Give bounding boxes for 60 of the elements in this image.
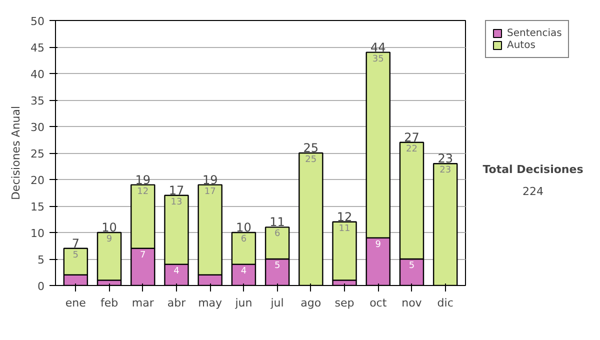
x-tick-label: nov (402, 296, 422, 310)
data-label: 7 (140, 250, 146, 260)
data-label: 25 (305, 155, 317, 165)
total-label: 19 (135, 172, 151, 187)
bar (96, 232, 122, 281)
data-label: 6 (240, 234, 247, 244)
total-label: 44 (370, 40, 386, 54)
data-label: 5 (408, 261, 415, 271)
total-label: 11 (270, 215, 285, 230)
bar (332, 221, 357, 281)
x-tick-label: may (198, 296, 223, 310)
data-label: 9 (375, 240, 382, 250)
data-label: 4 (174, 266, 180, 276)
y-tick-label: 45 (30, 42, 45, 54)
text: 224 (522, 185, 544, 198)
y-tick-label: 30 (30, 121, 45, 134)
data-label: 35 (372, 54, 384, 64)
y-tick-label: 40 (30, 68, 45, 81)
data-label: 5 (274, 261, 280, 271)
x-tick-label: mar (132, 296, 154, 310)
data-label: 12 (137, 186, 149, 197)
text: Total Decisiones (482, 163, 584, 176)
data-label: 4 (240, 266, 247, 276)
data-label: 9 (106, 234, 112, 244)
legend-label: Autos (507, 39, 536, 51)
x-tick-label: ago (300, 296, 322, 310)
x-tick-label: dic (437, 296, 454, 310)
total-label: 23 (438, 152, 453, 166)
total-label: 10 (236, 220, 252, 234)
data-label: 13 (170, 197, 182, 208)
y-tick-label: 0 (38, 280, 44, 293)
x-tick-label: feb (100, 296, 118, 310)
y-tick-label: 15 (30, 200, 45, 214)
total-label: 19 (202, 172, 218, 187)
x-tick-label: jun (234, 296, 252, 310)
y-tick-label: 50 (30, 15, 45, 28)
y-tick-label: 25 (30, 148, 45, 160)
data-label: 11 (338, 224, 350, 234)
total-label: 17 (168, 183, 184, 198)
y-tick-label: 35 (30, 94, 45, 108)
data-label: 5 (72, 250, 79, 260)
total-label: 25 (303, 141, 319, 155)
x-tick-label: ene (65, 296, 86, 310)
total-label: 7 (72, 236, 80, 250)
x-tick-label: abr (167, 296, 186, 310)
x-tick-label: oct (370, 296, 388, 310)
data-label: 23 (440, 166, 452, 176)
legend-label: Sentencias (507, 27, 562, 39)
x-tick-label: sep (334, 296, 354, 310)
total-label: 10 (102, 220, 117, 234)
y-axis-title: Decisiones Anual (10, 106, 23, 200)
data-label: 17 (204, 186, 216, 197)
x-tick-label: jul (270, 296, 284, 310)
y-tick-label: 10 (30, 227, 45, 240)
y-tick-label: 20 (30, 174, 45, 187)
data-label: 22 (406, 144, 418, 154)
total-label: 12 (336, 210, 352, 224)
y-tick-label: 5 (38, 254, 44, 266)
data-label: 6 (274, 229, 280, 240)
total-label: 27 (404, 130, 420, 144)
